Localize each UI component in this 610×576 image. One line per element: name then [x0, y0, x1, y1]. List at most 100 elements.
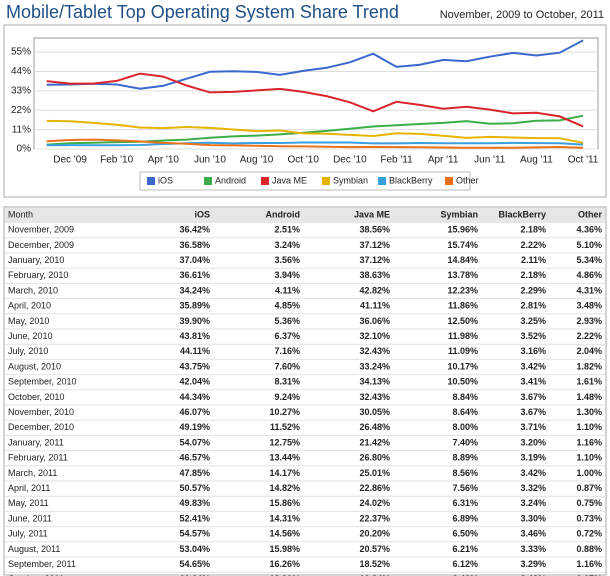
table-cell: 2.51% — [274, 225, 300, 235]
table-cell: 20.57% — [359, 544, 390, 554]
legend-box — [139, 171, 471, 191]
table-cell: 21.42% — [359, 437, 390, 447]
table-cell: 14.31% — [269, 513, 300, 523]
table-header: Symbian — [440, 209, 478, 219]
y-tick-label: 33% — [11, 85, 31, 96]
table-cell: 0.67% — [576, 574, 602, 576]
y-tick-label: 22% — [11, 105, 31, 116]
table-cell: 3.24% — [520, 498, 546, 508]
table-cell: May, 2010 — [8, 316, 49, 326]
table-cell: 25.01% — [359, 468, 390, 478]
table-cell: 44.11% — [180, 346, 210, 356]
chart-subtitle: November, 2009 to October, 2011 — [440, 9, 604, 21]
table-cell: 3.71% — [520, 422, 546, 432]
table-cell: 14.56% — [269, 529, 300, 539]
table-cell: 32.10% — [359, 331, 390, 341]
table-cell: 43.81% — [179, 331, 210, 341]
table-cell: 6.89% — [452, 513, 478, 523]
table-cell: 38.63% — [359, 270, 390, 280]
table-cell: 49.19% — [179, 422, 210, 432]
table-cell: 8.89% — [452, 453, 478, 463]
table-cell: 3.67% — [520, 392, 546, 402]
table-cell: 3.52% — [520, 331, 546, 341]
table-cell: 8.64% — [452, 407, 478, 417]
table-cell: 42.82% — [359, 285, 390, 295]
table-cell: 0.88% — [576, 544, 602, 554]
table-cell: 3.48% — [576, 301, 602, 311]
legend-swatch — [378, 177, 386, 185]
table-cell: 3.20% — [520, 437, 546, 447]
table-cell: 6.31% — [452, 498, 478, 508]
table-cell: 11.52% — [270, 422, 300, 432]
y-tick-label: 0% — [17, 144, 32, 155]
table-cell: 14.84% — [447, 255, 478, 265]
table-cell: 12.50% — [447, 316, 478, 326]
table-cell: 54.57% — [179, 529, 210, 539]
series-line — [46, 138, 584, 149]
table-cell: 6.12% — [452, 559, 478, 569]
table-cell: 36.06% — [359, 316, 390, 326]
table-header: Java ME — [354, 209, 390, 219]
table-cell: 22.37% — [359, 513, 390, 523]
table-cell: 6.37% — [274, 331, 300, 341]
table-cell: August, 2011 — [8, 544, 60, 554]
table-cell: 18.90% — [269, 574, 300, 576]
chart-title: Mobile/Tablet Top Operating System Share… — [6, 2, 399, 22]
table-cell: 15.86% — [269, 498, 300, 508]
table-cell: 11.98% — [448, 331, 478, 341]
legend-label: Symbian — [333, 175, 368, 185]
table-cell: June, 2011 — [8, 513, 52, 523]
table-cell: 6.21% — [452, 544, 478, 554]
table-cell: 38.56% — [359, 225, 390, 235]
table-cell: 18.52% — [359, 559, 390, 569]
table-cell: 32.43% — [359, 392, 390, 402]
table-cell: 8.31% — [274, 377, 300, 387]
table-cell: 35.89% — [179, 301, 210, 311]
x-tick-label: Jun '10 — [194, 155, 226, 166]
table-cell: 36.42% — [179, 225, 210, 235]
table-cell: April, 2011 — [8, 483, 50, 493]
table-cell: 5.34% — [576, 255, 602, 265]
table-cell: 0.72% — [576, 529, 602, 539]
table-cell: 36.61% — [179, 270, 210, 280]
table-cell: 54.65% — [179, 559, 210, 569]
table-cell: 1.82% — [576, 361, 602, 371]
table-cell: 3.24% — [274, 240, 300, 250]
table-cell: 2.81% — [520, 301, 546, 311]
table-cell: 1.48% — [576, 392, 602, 402]
table-cell: 4.36% — [576, 225, 602, 235]
table-cell: 11.09% — [448, 346, 478, 356]
table-cell: 44.34% — [179, 392, 210, 402]
table-cell: 2.18% — [520, 225, 546, 235]
table-cell: 3.42% — [520, 468, 546, 478]
table-cell: December, 2009 — [8, 240, 74, 250]
x-tick-label: Apr '11 — [428, 155, 459, 166]
table-cell: 8.56% — [452, 468, 478, 478]
legend-label: Android — [215, 175, 246, 185]
series-line — [46, 141, 584, 147]
table-cell: 22.86% — [359, 483, 390, 493]
table-cell: 3.30% — [520, 513, 546, 523]
table-cell: February, 2010 — [8, 270, 68, 280]
table-cell: 3.33% — [520, 544, 546, 554]
table-cell: September, 2011 — [8, 559, 76, 569]
legend-label: BlackBerry — [389, 175, 433, 185]
table-cell: 52.41% — [179, 513, 210, 523]
table-cell: 34.24% — [179, 285, 210, 295]
table-cell: 7.16% — [274, 346, 300, 356]
table-cell: 32.43% — [359, 346, 390, 356]
table-cell: April, 2010 — [8, 301, 51, 311]
table-cell: 12.75% — [269, 437, 300, 447]
table-cell: 46.57% — [179, 453, 210, 463]
table-cell: 13.44% — [269, 453, 300, 463]
table-cell: 43.75% — [179, 361, 210, 371]
table-cell: September, 2010 — [8, 377, 77, 387]
table-cell: 50.57% — [179, 483, 210, 493]
series-line — [46, 72, 584, 128]
x-tick-label: Jun '11 — [474, 155, 506, 166]
table-cell: 4.85% — [274, 301, 300, 311]
table-cell: May, 2011 — [8, 498, 49, 508]
table-cell: 2.11% — [521, 255, 546, 265]
table-cell: 36.58% — [179, 240, 210, 250]
table-cell: 0.73% — [576, 513, 602, 523]
